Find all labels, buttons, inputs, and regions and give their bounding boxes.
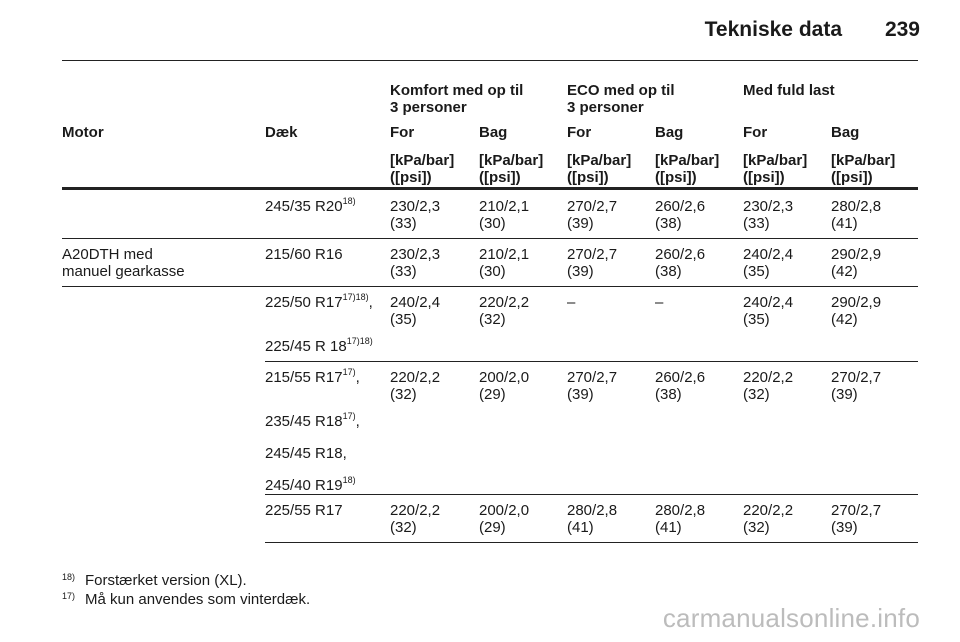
unit-header: [kPa/bar] ([psi])	[479, 152, 544, 186]
footnote-ref: 17)18)	[342, 292, 369, 302]
pressure-cell: 240/2,4 (35)	[743, 294, 794, 328]
tyre-size: 225/45 R 1817)18)	[265, 336, 373, 356]
footnote-ref: 17)	[342, 367, 356, 377]
pressure-cell: 200/2,0 (29)	[479, 502, 530, 536]
unit-header: [kPa/bar] ([psi])	[743, 152, 808, 186]
pressure-cell: –	[567, 294, 576, 311]
tyre-size-text: 245/45 R18,	[265, 445, 347, 462]
col-header-bag: Bag	[479, 124, 508, 141]
page-title: Tekniske data	[704, 18, 842, 41]
page-number: 239	[884, 18, 920, 41]
unit-header: [kPa/bar] ([psi])	[831, 152, 896, 186]
tyre-size: 215/55 R1717),	[265, 367, 360, 387]
pressure-cell: 270/2,7 (39)	[831, 502, 882, 536]
col-header-for: For	[567, 124, 592, 141]
col-header-tyre: Dæk	[265, 124, 298, 141]
tyre-size: 245/45 R18,	[265, 445, 347, 462]
tyre-size-text: 225/55 R17	[265, 502, 343, 519]
pressure-cell: 230/2,3 (33)	[390, 198, 441, 232]
tyre-size-text: 245/40 R19	[265, 477, 343, 494]
pressure-cell: 220/2,2 (32)	[390, 369, 441, 403]
row-divider	[265, 361, 918, 362]
group-header-fuld-last: Med fuld last	[743, 82, 835, 99]
tyre-size: 215/60 R16	[265, 246, 343, 263]
pressure-cell: 200/2,0 (29)	[479, 369, 530, 403]
footnote-mark: 18)	[62, 572, 76, 582]
pressure-cell: –	[655, 294, 664, 311]
group-header-komfort: Komfort med op til 3 personer	[390, 82, 524, 116]
pressure-cell: 280/2,8 (41)	[567, 502, 618, 536]
col-header-for: For	[390, 124, 415, 141]
col-header-bag: Bag	[831, 124, 860, 141]
pressure-cell: 230/2,3 (33)	[743, 198, 794, 232]
footnote-text: Forstærket version (XL).	[85, 572, 247, 589]
pressure-cell: 290/2,9 (42)	[831, 294, 882, 328]
pressure-cell: 220/2,2 (32)	[479, 294, 530, 328]
unit-header: [kPa/bar] ([psi])	[567, 152, 632, 186]
tyre-size-text: 215/60 R16	[265, 246, 343, 263]
footnote: 17) Må kun anvendes som vinterdæk.	[62, 591, 310, 610]
pressure-cell: 240/2,4 (35)	[743, 246, 794, 280]
tyre-size: 225/50 R1717)18),	[265, 292, 373, 312]
pressure-cell: 260/2,6 (38)	[655, 246, 706, 280]
col-header-bag: Bag	[655, 124, 684, 141]
pressure-cell: 270/2,7 (39)	[567, 246, 618, 280]
unit-header: [kPa/bar] ([psi])	[655, 152, 720, 186]
pressure-cell: 280/2,8 (41)	[655, 502, 706, 536]
tyre-size-text: 245/35 R20	[265, 198, 343, 215]
pressure-cell: 260/2,6 (38)	[655, 198, 706, 232]
row-divider	[62, 238, 918, 239]
unit-header: [kPa/bar] ([psi])	[390, 152, 455, 186]
pressure-cell: 260/2,6 (38)	[655, 369, 706, 403]
tyre-size-text: 215/55 R17	[265, 369, 343, 386]
footnote-ref: 17)18)	[346, 336, 373, 346]
row-divider	[265, 494, 918, 495]
tyre-size: 235/45 R1817),	[265, 411, 360, 431]
pressure-cell: 210/2,1 (30)	[479, 198, 530, 232]
footnote-ref: 17)	[342, 411, 356, 421]
footnote-mark: 17)	[62, 591, 76, 601]
header-rule	[62, 60, 918, 61]
group-header-eco: ECO med op til 3 personer	[567, 82, 675, 116]
pressure-cell: 220/2,2 (32)	[390, 502, 441, 536]
footnote-text: Må kun anvendes som vinterdæk.	[85, 591, 311, 608]
row-divider	[62, 286, 918, 287]
pressure-cell: 220/2,2 (32)	[743, 369, 794, 403]
tyre-size-suffix: ,	[355, 369, 360, 386]
tyre-size-suffix: ,	[368, 294, 373, 311]
pressure-cell: 230/2,3 (33)	[390, 246, 441, 280]
footnote-ref: 18)	[342, 475, 356, 485]
motor-cell: A20DTH med manuel gearkasse	[62, 246, 185, 280]
pressure-cell: 270/2,7 (39)	[567, 198, 618, 232]
tyre-size: 245/35 R2018)	[265, 196, 356, 216]
tyre-size: 245/40 R1918)	[265, 475, 356, 495]
col-header-motor: Motor	[62, 124, 104, 141]
pressure-cell: 280/2,8 (41)	[831, 198, 882, 232]
table-header-rule	[62, 187, 918, 190]
pressure-cell: 290/2,9 (42)	[831, 246, 882, 280]
footnote: 18) Forstærket version (XL).	[62, 572, 247, 591]
pressure-cell: 210/2,1 (30)	[479, 246, 530, 280]
pressure-cell: 240/2,4 (35)	[390, 294, 441, 328]
tyre-size-text: 225/50 R17	[265, 294, 343, 311]
pressure-cell: 270/2,7 (39)	[567, 369, 618, 403]
row-divider	[265, 542, 918, 543]
pressure-cell: 220/2,2 (32)	[743, 502, 794, 536]
tyre-size-text: 225/45 R 18	[265, 338, 347, 355]
tyre-size: 225/55 R17	[265, 502, 343, 519]
watermark: carmanualsonline.info	[662, 603, 920, 633]
col-header-for: For	[743, 124, 768, 141]
tyre-size-suffix: ,	[355, 413, 360, 430]
pressure-cell: 270/2,7 (39)	[831, 369, 882, 403]
footnote-ref: 18)	[342, 196, 356, 206]
tyre-size-text: 235/45 R18	[265, 413, 343, 430]
